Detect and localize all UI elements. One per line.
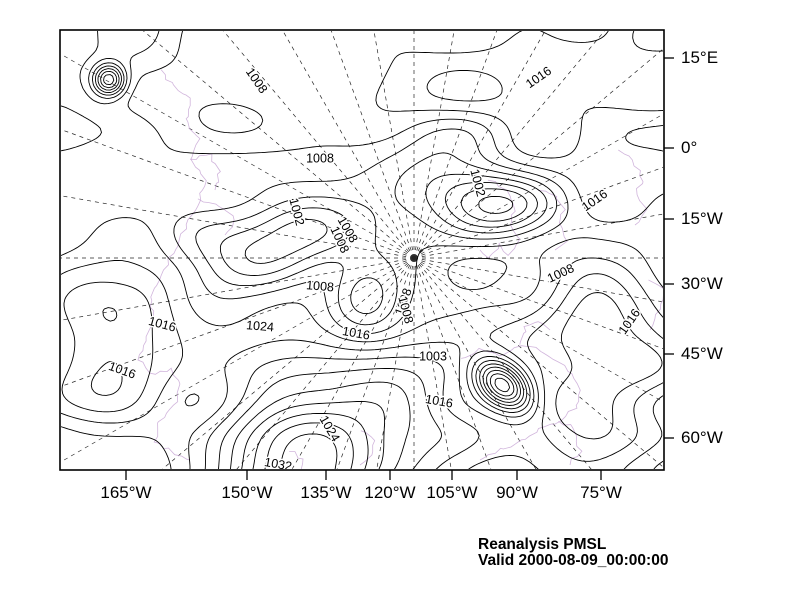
svg-text:1008: 1008 bbox=[243, 65, 270, 96]
svg-text:1016: 1016 bbox=[523, 64, 554, 91]
svg-text:1003: 1003 bbox=[419, 349, 447, 363]
svg-text:1024: 1024 bbox=[246, 318, 275, 334]
svg-text:1016: 1016 bbox=[579, 187, 610, 214]
svg-text:1008: 1008 bbox=[306, 151, 334, 165]
svg-text:1008: 1008 bbox=[545, 261, 576, 285]
svg-text:1008: 1008 bbox=[306, 278, 335, 294]
svg-text:1032: 1032 bbox=[263, 455, 293, 474]
svg-text:1024: 1024 bbox=[317, 413, 343, 444]
